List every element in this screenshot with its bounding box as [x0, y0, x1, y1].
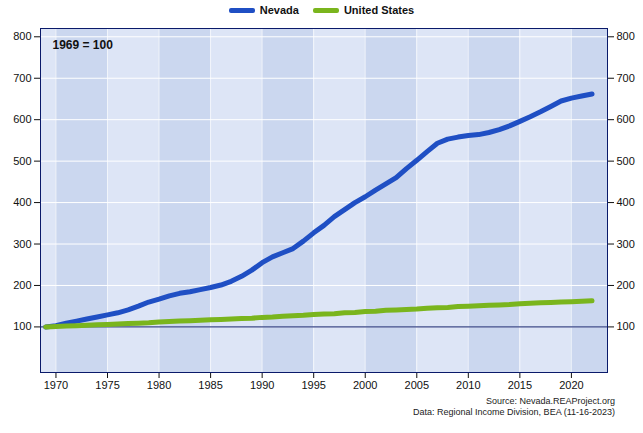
svg-text:800: 800	[617, 30, 635, 42]
svg-text:400: 400	[617, 196, 635, 208]
html-text:Source: Nevada.REAProject.org: Source: Nevada.REAProject.org	[485, 396, 615, 406]
html-text:Data: Regional Income Division: Data: Regional Income Division, BEA (11-…	[413, 407, 615, 417]
svg-text:1969 = 100: 1969 = 100	[53, 38, 114, 52]
svg-text:1970: 1970	[44, 379, 68, 391]
svg-text:700: 700	[13, 72, 31, 84]
svg-text:400: 400	[13, 196, 31, 208]
svg-text:700: 700	[617, 72, 635, 84]
svg-text:600: 600	[617, 113, 635, 125]
svg-text:2015: 2015	[508, 379, 532, 391]
svg-text:100: 100	[13, 320, 31, 332]
svg-text:2000: 2000	[353, 379, 377, 391]
svg-text:100: 100	[617, 320, 635, 332]
svg-text:300: 300	[13, 238, 31, 250]
svg-text:1990: 1990	[250, 379, 274, 391]
svg-text:2020: 2020	[559, 379, 583, 391]
html-text:United States: United States	[343, 4, 415, 16]
svg-text:200: 200	[617, 279, 635, 291]
svg-text:1980: 1980	[147, 379, 171, 391]
html-text:Nevada: Nevada	[259, 4, 299, 16]
svg-text:1975: 1975	[95, 379, 119, 391]
svg-text:2005: 2005	[405, 379, 429, 391]
svg-text:500: 500	[13, 155, 31, 167]
svg-text:600: 600	[13, 113, 31, 125]
svg-text:300: 300	[617, 238, 635, 250]
svg-text:2010: 2010	[456, 379, 480, 391]
svg-text:1995: 1995	[301, 379, 325, 391]
svg-text:500: 500	[617, 155, 635, 167]
svg-text:800: 800	[13, 30, 31, 42]
svg-text:1985: 1985	[198, 379, 222, 391]
svg-text:200: 200	[13, 279, 31, 291]
